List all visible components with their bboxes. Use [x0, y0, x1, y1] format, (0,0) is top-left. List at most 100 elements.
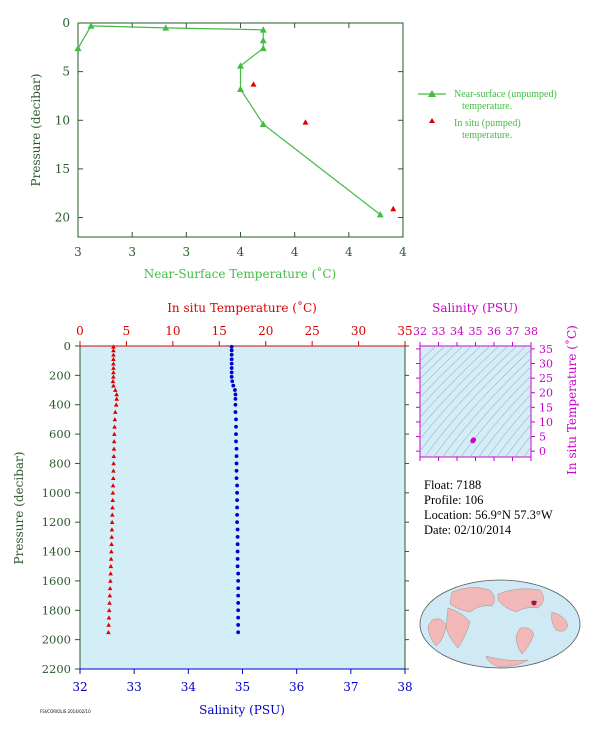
ts-xtick-label: 33 [432, 325, 446, 338]
salinity-profile-point [236, 615, 241, 620]
profile-ytick-label: 1000 [42, 486, 71, 500]
salinity-profile-point [229, 370, 234, 375]
profile-salinity-tick-label: 34 [181, 680, 197, 694]
legend-marker-green [428, 90, 436, 97]
profile-salinity-tick-label: 32 [72, 680, 87, 694]
profile-x2label: In situ Temperature (˚C) [167, 300, 317, 315]
temperature-profile-point [106, 629, 111, 635]
salinity-profile-point [236, 630, 241, 635]
ts-isopycnals [420, 346, 531, 457]
unpumped-temperature-point [87, 22, 95, 29]
footer-credit: FSI/CORIOLIS 2014/02/10 [40, 709, 91, 714]
salinity-profile-point [235, 542, 240, 547]
isopycnal-line [451, 366, 531, 457]
temperature-profile-point [111, 446, 117, 451]
top-ytick-label: 5 [62, 65, 70, 79]
temperature-profile-point [113, 402, 119, 407]
salinity-profile-point [229, 348, 234, 353]
profile-ytick-label: 2200 [42, 662, 71, 676]
isopycnal-line [460, 375, 531, 457]
salinity-profile-point [233, 388, 237, 392]
temperature-profile-point [111, 348, 116, 353]
salinity-profile-point [235, 527, 240, 532]
isopycnal-line [424, 346, 527, 457]
profile-temperature-tick-label: 30 [351, 324, 366, 338]
ts-ytick-label: 5 [539, 431, 546, 444]
profile-temperature-tick-label: 15 [212, 324, 227, 338]
temperature-profile-point [111, 453, 117, 458]
temperature-profile-point [109, 549, 114, 554]
float-location-highlight [531, 601, 537, 606]
profile-number: Profile: 106 [424, 493, 484, 507]
isopycnal-line [505, 424, 531, 457]
temperature-profile-point [112, 431, 117, 436]
temperature-profile-point [108, 571, 113, 576]
profile-ytick-label: 1800 [42, 603, 71, 617]
pumped-temperature-point [250, 81, 257, 87]
top-xtick-label: 4 [291, 245, 299, 259]
isopycnal-line [420, 346, 491, 418]
temperature-profile-point [107, 600, 112, 605]
salinity-profile-point [235, 564, 240, 569]
isopycnal-line [487, 403, 531, 457]
top-ytick-label: 15 [55, 162, 70, 176]
salinity-profile-point [234, 439, 238, 444]
salinity-profile-point [234, 468, 239, 473]
profile-temperature-tick-label: 35 [397, 324, 412, 338]
unpumped-temperature-point [259, 26, 267, 33]
top-ytick-label: 10 [55, 113, 70, 127]
profile-xlabel: Salinity (PSU) [199, 703, 285, 717]
salinity-profile-point [229, 361, 234, 366]
profile-chart: 0200400600800100012001400160018002000220… [12, 300, 413, 717]
profile-ytick-label: 400 [49, 398, 71, 412]
salinity-profile-point [235, 483, 239, 488]
salinity-profile-point [236, 608, 241, 613]
salinity-profile-point [234, 417, 238, 422]
temperature-profile-point [108, 556, 114, 561]
salinity-profile-point [234, 446, 239, 451]
ts-ytick-label: 30 [539, 358, 553, 371]
ts-xtick-label: 38 [524, 325, 538, 338]
temperature-profile-point [111, 352, 116, 357]
temperature-profile-point [111, 356, 116, 362]
profile-temperature-tick-label: 20 [258, 324, 273, 338]
top-plot-frame [77, 22, 404, 238]
profile-ytick-label: 1400 [42, 545, 71, 559]
ts-xtick-label: 36 [487, 325, 501, 338]
legend-marker-red [429, 118, 435, 123]
isopycnal-line [523, 446, 531, 457]
ts-ytick-label: 20 [539, 387, 553, 400]
ts-xtick-label: 34 [450, 325, 464, 338]
top-ytick-label: 20 [55, 211, 70, 225]
pumped-temperature-point [390, 205, 397, 212]
temperature-profile-point [110, 378, 116, 384]
unpumped-temperature-point [259, 120, 267, 127]
profile-temperature-tick-label: 25 [305, 324, 320, 338]
temperature-profile-point [111, 439, 117, 444]
unpumped-temperature-point [162, 24, 170, 31]
salinity-profile-point [229, 357, 234, 362]
profile-ytick-label: 1600 [42, 574, 71, 588]
ts-ylabel: In situ Temperature (˚C) [564, 325, 579, 475]
float-id: Float: 7188 [424, 478, 482, 492]
legend-label-green-1: Near-surface (unpumped) [454, 89, 557, 100]
salinity-profile-point [233, 402, 238, 407]
salinity-profile-point [231, 383, 236, 388]
temperature-profile-point [109, 527, 115, 532]
profile-salinity-tick-label: 38 [397, 680, 412, 694]
profile-y-axis: 0 200 400 600 800 1000 1200 1400 1600 1800 2000 220… [42, 339, 409, 676]
profile-temperature-tick-label: 0 [76, 324, 84, 338]
salinity-profile-point [235, 512, 239, 517]
temperature-profile-point [106, 607, 112, 613]
temperature-profile-point [114, 392, 119, 397]
profile-ytick-label: 800 [49, 456, 71, 470]
salinity-profile-point [236, 623, 241, 627]
legend-label-red-2: temperature. [462, 130, 512, 141]
salinity-profile-point [236, 586, 241, 591]
temperature-profile-point [106, 615, 112, 620]
profile-salinity-tick-label: 33 [127, 680, 142, 694]
salinity-profile-point [236, 571, 241, 576]
unpumped-temperature-point [376, 211, 384, 218]
